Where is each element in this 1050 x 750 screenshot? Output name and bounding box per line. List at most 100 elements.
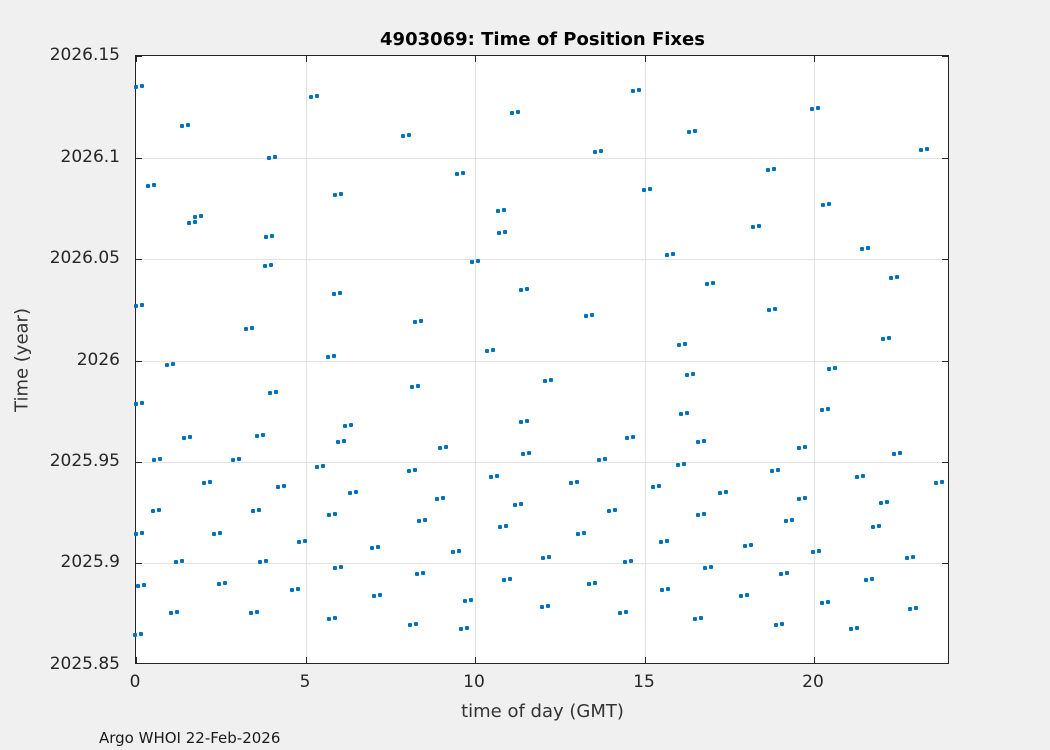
- scatter-point: [134, 83, 145, 89]
- scatter-point: [631, 88, 642, 93]
- scatter-point: [463, 597, 474, 603]
- scatter-point: [543, 378, 554, 384]
- scatter-point: [437, 445, 448, 451]
- scatter-point: [686, 128, 697, 134]
- scatter-point: [327, 615, 338, 621]
- scatter-point: [186, 219, 197, 225]
- v-gridline: [306, 56, 307, 663]
- scatter-point: [659, 587, 670, 593]
- scatter-point: [796, 496, 807, 502]
- scatter-point: [202, 479, 213, 485]
- scatter-point: [231, 457, 242, 463]
- h-gridline: [136, 158, 948, 159]
- y-tick-label: 2026.15: [49, 45, 120, 65]
- scatter-point: [623, 558, 634, 564]
- scatter-point: [676, 461, 687, 467]
- y-tick-label: 2025.85: [49, 654, 120, 674]
- y-tick-mark: [136, 259, 142, 260]
- h-gridline: [136, 259, 948, 260]
- scatter-point: [264, 234, 275, 240]
- scatter-point: [642, 187, 653, 193]
- scatter-point: [518, 418, 529, 424]
- scatter-point: [309, 94, 320, 100]
- x-axis-label: time of day (GMT): [461, 701, 624, 722]
- y-tick-mark: [942, 462, 948, 463]
- scatter-point: [262, 262, 273, 268]
- scatter-point: [243, 325, 254, 331]
- h-gridline: [136, 462, 948, 463]
- scatter-point: [406, 467, 417, 473]
- y-tick-mark: [136, 663, 142, 664]
- scatter-point: [659, 538, 670, 544]
- scatter-point: [606, 508, 617, 514]
- scatter-point: [880, 335, 891, 341]
- v-gridline: [475, 56, 476, 663]
- scatter-point: [134, 400, 145, 406]
- h-gridline: [136, 361, 948, 362]
- scatter-point: [863, 577, 874, 583]
- scatter-point: [165, 362, 176, 368]
- x-tick-mark: [645, 657, 646, 663]
- scatter-point: [343, 422, 354, 428]
- x-tick-mark: [475, 56, 476, 62]
- y-axis-label: Time (year): [11, 308, 33, 412]
- footer-text: Argo WHOI 22-Feb-2026: [99, 729, 281, 747]
- scatter-point: [412, 319, 423, 325]
- scatter-point: [250, 508, 261, 514]
- y-tick-mark: [942, 361, 948, 362]
- plot-area: [132, 55, 949, 664]
- scatter-point: [820, 599, 831, 605]
- scatter-point: [512, 502, 523, 508]
- scatter-point: [664, 252, 675, 258]
- scatter-point: [783, 518, 794, 524]
- scatter-point: [821, 201, 832, 207]
- x-tick-label: 0: [129, 672, 141, 692]
- scatter-point: [678, 410, 689, 416]
- scatter-point: [592, 148, 603, 154]
- scatter-point: [718, 489, 729, 495]
- scatter-point: [489, 473, 500, 479]
- h-gridline: [136, 563, 948, 564]
- y-tick-mark: [136, 563, 142, 564]
- scatter-point: [519, 286, 530, 292]
- y-tick-mark: [942, 158, 948, 159]
- scatter-point: [597, 457, 608, 463]
- scatter-point: [434, 496, 445, 502]
- y-tick-label: 2026.1: [60, 147, 120, 167]
- y-tick-mark: [942, 259, 948, 260]
- scatter-point: [458, 625, 469, 631]
- scatter-point: [348, 489, 359, 495]
- scatter-point: [827, 366, 838, 372]
- scatter-point: [132, 632, 143, 638]
- scatter-point: [289, 587, 300, 593]
- scatter-point: [695, 512, 706, 518]
- scatter-point: [332, 565, 343, 571]
- scatter-point: [907, 605, 918, 611]
- scatter-point: [811, 548, 822, 554]
- scatter-point: [501, 577, 512, 583]
- scatter-point: [257, 558, 268, 564]
- y-tick-label: 2026.05: [49, 248, 120, 268]
- scatter-point: [889, 274, 900, 280]
- x-tick-label: 20: [802, 672, 824, 692]
- scatter-point: [624, 435, 635, 441]
- scatter-point: [211, 530, 222, 536]
- v-gridline: [645, 56, 646, 663]
- scatter-point: [797, 445, 808, 451]
- scatter-point: [933, 479, 944, 485]
- scatter-point: [372, 593, 383, 599]
- scatter-point: [575, 530, 586, 536]
- scatter-point: [766, 167, 777, 173]
- scatter-point: [325, 353, 336, 359]
- scatter-point: [651, 483, 662, 489]
- x-tick-label: 5: [299, 672, 311, 692]
- scatter-point: [774, 621, 785, 627]
- scatter-point: [451, 548, 462, 554]
- scatter-point: [497, 230, 508, 236]
- scatter-point: [151, 457, 162, 463]
- scatter-point: [248, 609, 259, 615]
- scatter-point: [891, 451, 902, 457]
- scatter-point: [810, 106, 821, 112]
- scatter-point: [750, 224, 761, 230]
